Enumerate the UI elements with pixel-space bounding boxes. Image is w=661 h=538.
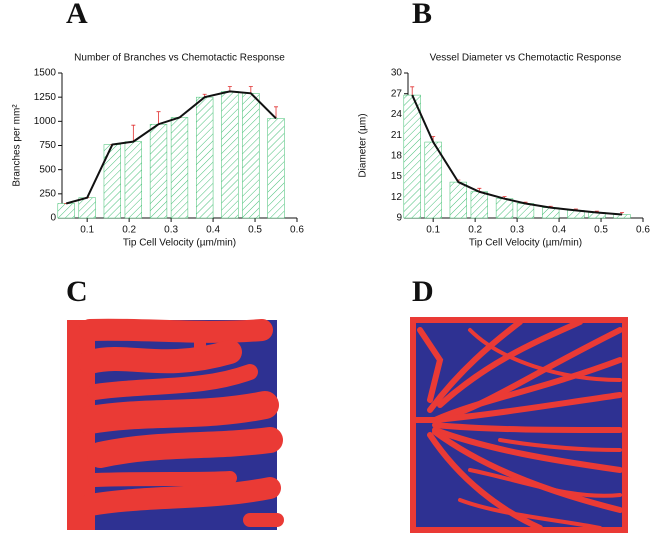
x-tick-label: 0.3 <box>164 225 178 236</box>
bar <box>57 203 75 219</box>
x-tick-label: 0.6 <box>290 225 304 236</box>
bar <box>495 198 514 219</box>
bar <box>449 181 468 219</box>
bar <box>124 141 142 219</box>
bar <box>424 141 442 219</box>
bar <box>149 123 168 219</box>
y-tick-label: 250 <box>39 188 56 199</box>
x-tick-label: 0.6 <box>636 225 650 236</box>
panel-label: D <box>412 275 434 308</box>
bar <box>78 197 96 219</box>
x-tick-label: 0.4 <box>206 225 220 236</box>
chart-title: Vessel Diameter vs Chemotactic Response <box>430 53 622 64</box>
x-tick-label: 0.5 <box>248 225 262 236</box>
y-tick-label: 21 <box>391 130 403 141</box>
trend-line <box>65 90 277 205</box>
bar <box>470 191 488 219</box>
trend-line <box>411 94 623 216</box>
y-axis-label: Diameter (µm) <box>358 113 369 177</box>
y-tick-label: 27 <box>391 88 403 99</box>
y-tick-label: 12 <box>391 192 403 203</box>
y-tick-label: 750 <box>39 140 56 151</box>
error-bar <box>131 124 136 142</box>
y-tick-label: 1500 <box>34 68 57 79</box>
x-tick-label: 0.5 <box>594 225 608 236</box>
panel-label: A <box>66 0 88 30</box>
x-axis-label: Tip Cell Velocity (µm/min) <box>123 238 236 249</box>
y-tick-label: 30 <box>391 68 403 79</box>
chart-title: Number of Branches vs Chemotactic Respon… <box>74 53 285 64</box>
y-tick-label: 18 <box>391 150 403 161</box>
x-tick-label: 0.2 <box>122 225 136 236</box>
panel-label: C <box>66 275 88 308</box>
bar <box>196 96 214 219</box>
simulation-image-c <box>67 318 284 530</box>
simulation-image-d <box>410 317 628 533</box>
bar <box>242 93 260 219</box>
y-tick-label: 24 <box>391 109 403 120</box>
y-tick-label: 1000 <box>34 116 57 127</box>
x-tick-label: 0.2 <box>468 225 482 236</box>
error-bar <box>274 106 279 119</box>
x-tick-label: 0.1 <box>426 225 440 236</box>
y-tick-label: 9 <box>396 213 402 224</box>
x-tick-label: 0.3 <box>510 225 524 236</box>
x-tick-label: 0.1 <box>80 225 94 236</box>
y-axis-label: Branches per mm² <box>12 104 23 187</box>
y-tick-label: 0 <box>50 213 56 224</box>
x-axis-label: Tip Cell Velocity (µm/min) <box>469 238 582 249</box>
bar <box>403 94 421 219</box>
panel-label: B <box>412 0 432 30</box>
bar <box>170 117 189 219</box>
error-bar <box>248 86 253 94</box>
bar <box>267 118 285 219</box>
y-tick-label: 500 <box>39 164 56 175</box>
bar <box>516 203 535 219</box>
bar <box>221 91 239 219</box>
y-tick-label: 1250 <box>34 92 57 103</box>
error-bar <box>410 86 415 96</box>
error-bar <box>156 111 161 125</box>
y-tick-label: 15 <box>391 171 403 182</box>
x-tick-label: 0.4 <box>552 225 566 236</box>
